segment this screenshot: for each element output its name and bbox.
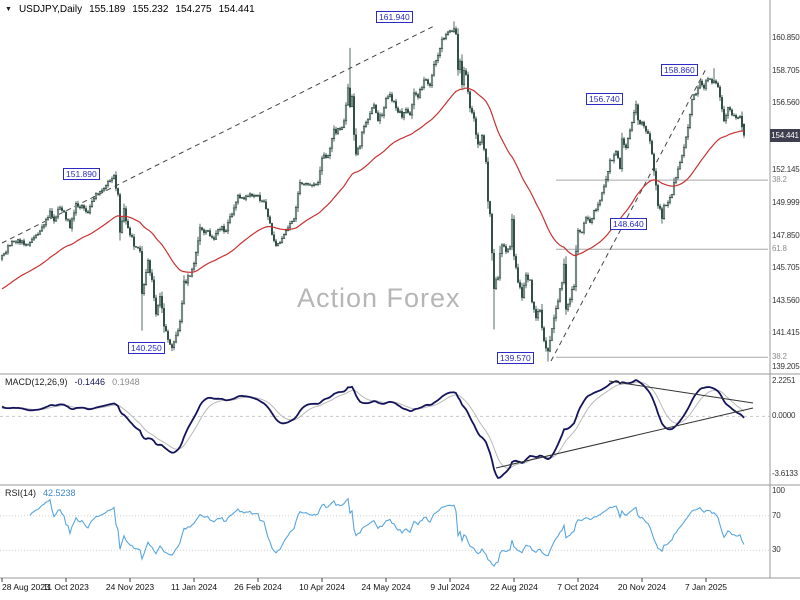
time-axis-label: 10 Apr 2024 (299, 582, 345, 592)
price-high-value: 155.232 (132, 4, 169, 15)
price-annotation[interactable]: 148.640 (610, 218, 647, 230)
chart-header: ▼ USDJPY,Daily 155.189 155.232 154.275 1… (5, 4, 255, 15)
price-axis-label: 143.560 (772, 295, 800, 305)
rsi-value: 42.5238 (43, 488, 76, 498)
macd-main-value: -0.1446 (74, 377, 106, 387)
price-open-value: 155.189 (89, 4, 126, 15)
price-axis-label: 139.205 (772, 362, 800, 371)
macd-signal-value: 0.1948 (112, 377, 140, 387)
rsi-header: RSI(14) 42.5238 (5, 488, 76, 498)
time-axis-label: 26 Feb 2024 (234, 582, 282, 592)
price-axis-label: 145.705 (772, 263, 800, 273)
time-axis-label: 28 Aug 2023 (2, 582, 50, 592)
rsi-panel-area[interactable] (0, 486, 770, 577)
fib-level-label: 61.8 (772, 244, 787, 254)
time-axis-label: 24 Nov 2023 (105, 582, 155, 592)
macd-header: MACD(12,26,9) -0.1446 0.1948 (5, 377, 140, 387)
price-axis-label: 149.999 (772, 197, 800, 207)
price-axis-label: 160.850 (772, 33, 800, 42)
macd-axis-max: 2.2251 (772, 376, 796, 385)
price-annotation[interactable]: 156.740 (586, 93, 623, 105)
watermark: Action Forex (297, 283, 461, 314)
price-low-value: 154.275 (175, 4, 212, 15)
time-axis-label: 7 Oct 2024 (557, 582, 599, 592)
price-close-value: 154.441 (218, 4, 255, 15)
symbol-timeframe-label: USDJPY,Daily (18, 4, 83, 15)
rsi-title: RSI(14) (5, 488, 37, 498)
time-axis[interactable]: 28 Aug 2023 11 Oct 2023 24 Nov 2023 11 Jan … (0, 578, 770, 600)
chart-dropdown-icon[interactable]: ▼ (5, 5, 12, 13)
rsi-axis-label: 100 (772, 486, 785, 495)
time-axis-label: 20 Nov 2024 (617, 582, 667, 592)
macd-panel-area[interactable] (0, 375, 770, 484)
time-axis-label: 7 Jan 2025 (684, 582, 728, 592)
price-axis-label: 158.705 (772, 65, 800, 75)
price-annotation[interactable]: 139.570 (497, 352, 534, 364)
price-axis-label: 156.560 (772, 98, 800, 108)
price-axis-label: 147.850 (772, 230, 800, 240)
rsi-axis-label: 70 (772, 510, 781, 520)
macd-trendline (495, 407, 754, 469)
rsi-line (29, 497, 745, 567)
time-axis-label: 24 May 2024 (361, 582, 411, 592)
price-annotation[interactable]: 140.250 (128, 342, 165, 354)
price-annotation[interactable]: 151.890 (63, 168, 100, 180)
candles-up (0, 28, 742, 352)
fib-level-label: 38.2 (772, 352, 787, 362)
price-axis[interactable]: 38.2 61.8 38.2 160.850 158.705 156.560 152.145… (770, 0, 800, 578)
rsi-axis-label: 30 (772, 545, 781, 555)
macd-title: MACD(12,26,9) (5, 377, 68, 387)
macd-trendline (608, 380, 754, 404)
price-axis-label: 141.415 (772, 328, 800, 338)
time-axis-label: 22 Aug 2024 (490, 582, 538, 592)
main-chart-area[interactable] (0, 0, 770, 373)
fib-level-label: 38.2 (772, 175, 787, 185)
price-annotation[interactable]: 158.860 (661, 64, 698, 76)
macd-axis-min: -3.6133 (772, 469, 798, 478)
time-axis-label: 9 Jul 2024 (430, 582, 470, 592)
current-price-tag: 154.441 (770, 128, 800, 142)
macd-axis-zero: 0.0000 (772, 411, 796, 421)
trendline-dashed (550, 66, 708, 362)
time-axis-label: 11 Oct 2023 (43, 582, 89, 592)
price-axis-label: 152.145 (772, 165, 800, 175)
candles-down (13, 28, 745, 352)
price-annotation[interactable]: 161.940 (376, 11, 413, 23)
time-axis-label: 11 Jan 2024 (170, 582, 218, 592)
